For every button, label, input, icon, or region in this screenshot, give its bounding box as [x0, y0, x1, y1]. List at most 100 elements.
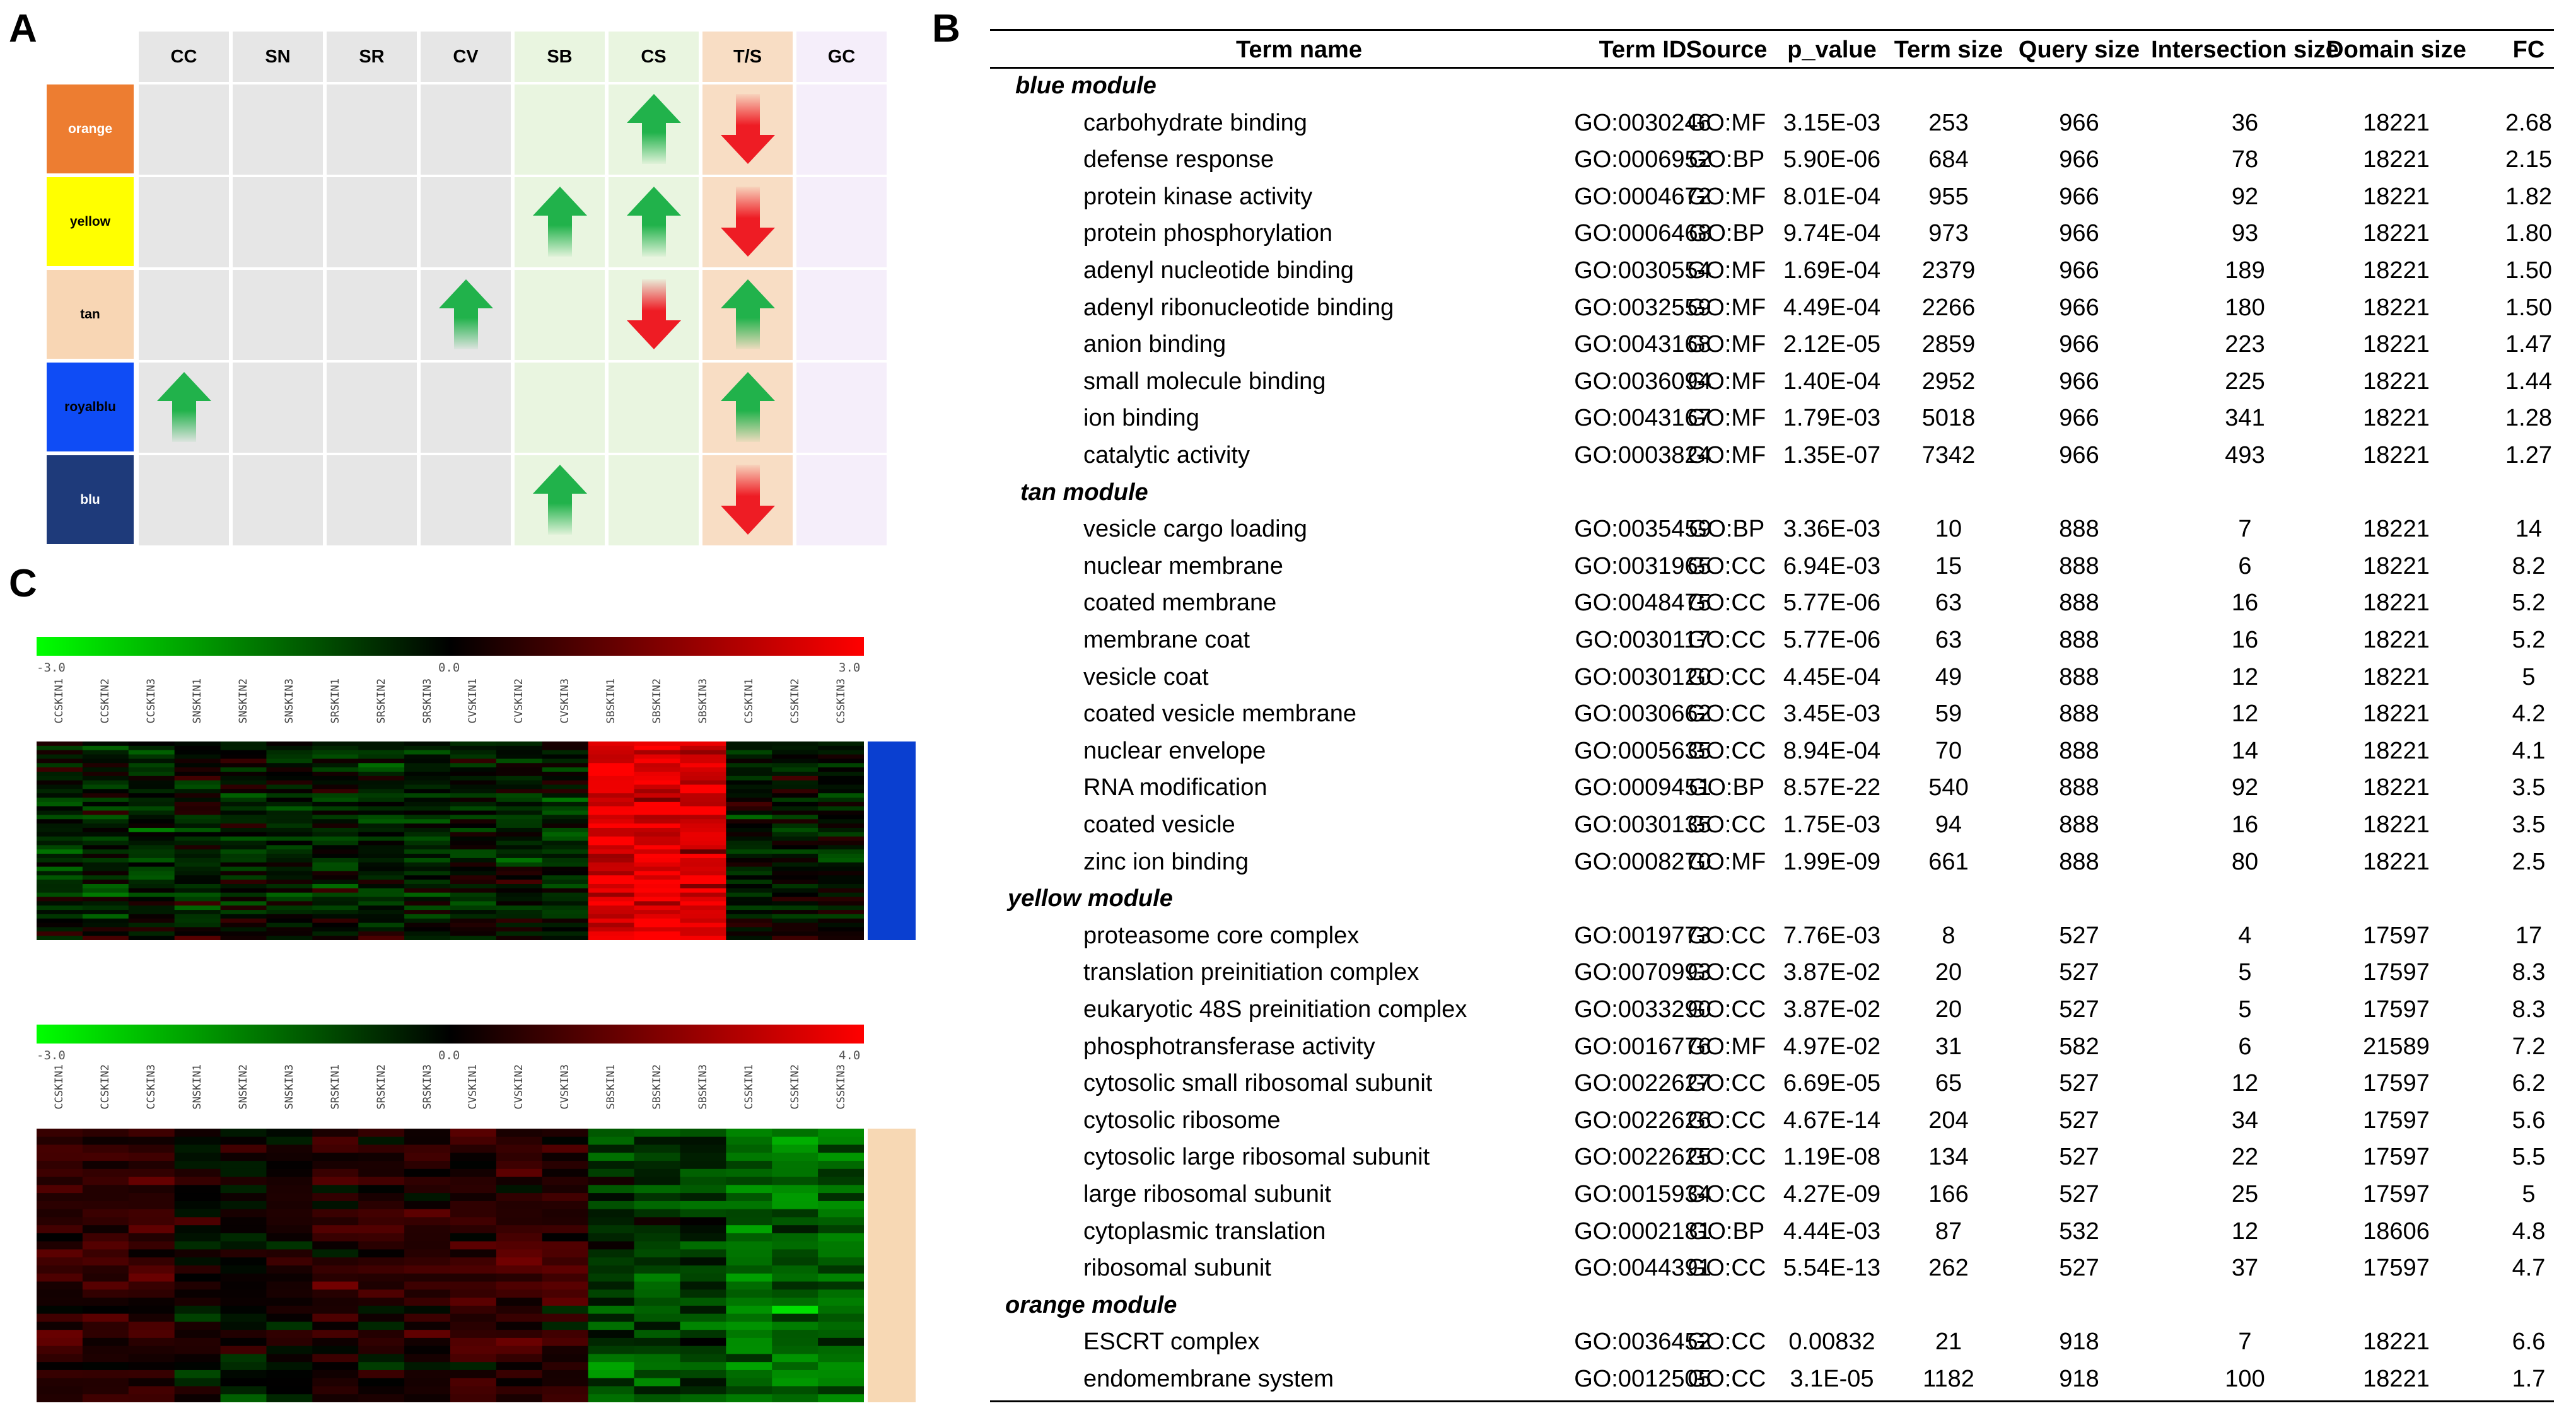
heatmap-cell: [726, 801, 772, 807]
heatmap-cell: [818, 1257, 865, 1266]
heatmap-cell: [82, 888, 129, 893]
heatmap-cell: [174, 815, 221, 820]
heatmap-cell: [404, 1144, 451, 1153]
heatmap-cell: [358, 1386, 405, 1395]
heatmap-cell: [128, 1249, 175, 1258]
heatmap-cell: [37, 888, 83, 893]
heatmap-cell: [358, 1330, 405, 1339]
heatmap-cell: [496, 910, 543, 915]
heatmap-cell: [496, 1177, 543, 1185]
heatmap-cell: [37, 754, 83, 759]
table-cell: 14: [2515, 516, 2543, 543]
heatmap-cell: [818, 883, 865, 889]
table-cell: GO:0016776: [1574, 1033, 1711, 1060]
sample-label: SRSKIN3: [421, 678, 434, 724]
heatmap-cell: [312, 931, 359, 936]
table-cell: 1182: [1923, 1366, 1974, 1392]
table-cell: 253: [1928, 109, 1969, 136]
heatmap-cell: [220, 1193, 267, 1202]
heatmap-cell: [404, 754, 451, 759]
table-cell: GO:0035459: [1574, 516, 1711, 543]
heatmap-cell: [404, 922, 451, 928]
heatmap-cell: [37, 798, 83, 803]
heatmap-cell: [818, 1225, 865, 1234]
heatmap-cell: [772, 866, 819, 872]
heatmap-cell: [37, 771, 83, 777]
heatmap-cell: [772, 1136, 819, 1146]
heatmap-cell: [726, 819, 772, 824]
heatmap-cell: [818, 1265, 865, 1274]
heatmap-cell: [174, 1281, 221, 1290]
sample-label: CSSKIN1: [742, 678, 755, 724]
heatmap-cell: [358, 1217, 405, 1226]
table-cell: 166: [1928, 1181, 1969, 1207]
heatmap-cell: [312, 1322, 359, 1330]
heatmap-cell: [404, 1136, 451, 1146]
heatmap-cell: [220, 1289, 267, 1298]
heatmap-cell: [818, 827, 865, 833]
heatmap-cell: [588, 1201, 635, 1210]
heatmap-cell: [726, 1249, 772, 1258]
table-cell: 888: [2059, 516, 2099, 543]
heatmap-cell: [358, 840, 405, 846]
heatmap-cell: [450, 1305, 497, 1315]
heatmap-cell: [312, 1362, 359, 1371]
heatmap-cell: [358, 1289, 405, 1298]
heatmap-cell: [634, 1394, 681, 1402]
heatmap-cell: [266, 927, 313, 932]
heatmap-cell: [542, 845, 589, 850]
heatmap-cell: [680, 754, 726, 759]
heatmap-cell: [128, 1354, 175, 1363]
heatmap-cell: [358, 1168, 405, 1178]
heatmap-cell: [772, 1330, 819, 1339]
heatmap-cell: [726, 745, 772, 751]
go-term-name: ion binding: [1083, 405, 1199, 432]
heatmap-cell: [358, 1201, 405, 1210]
table-cell: 2.12E-05: [1783, 331, 1881, 358]
heatmap-cell: [726, 1322, 772, 1330]
heatmap-cell: [818, 871, 865, 876]
heatmap-cell: [266, 880, 313, 885]
column-header: Domain size: [2326, 37, 2466, 63]
heatmap-cell: [404, 871, 451, 876]
heatmap-cell: [82, 1233, 129, 1242]
heatmap-cell: [312, 815, 359, 820]
heatmap-cell: [174, 862, 221, 868]
heatmap-cell: [358, 1161, 405, 1170]
heatmap-cell: [496, 1298, 543, 1306]
heatmap-cell: [82, 1241, 129, 1250]
heatmap-cell: [220, 1305, 267, 1315]
heatmap-cell: [358, 922, 405, 928]
table-cell: GO:0036452: [1574, 1329, 1711, 1356]
heatmap-cell: [634, 1136, 681, 1146]
heatmap-cell: [37, 1153, 83, 1161]
table-cell: 5.2: [2512, 590, 2546, 617]
heatmap-cell: [496, 759, 543, 764]
heatmap-cell: [128, 849, 175, 854]
heatmap-cell: [220, 1201, 267, 1210]
heatmap-cell: [37, 1241, 83, 1250]
heatmap-cell: [128, 798, 175, 803]
table-cell: 18221: [2363, 774, 2430, 801]
heatmap-cell: [726, 1386, 772, 1395]
heatmap-cell: [588, 1354, 635, 1363]
row-separator: [139, 360, 890, 363]
heatmap-cell: [818, 776, 865, 781]
go-term-name: zinc ion binding: [1083, 848, 1249, 875]
heatmap-cell: [82, 1354, 129, 1363]
heatmap-cell: [266, 883, 313, 889]
heatmap-cell: [634, 858, 681, 863]
heatmap-cell: [588, 810, 635, 816]
sample-label: SNSKIN2: [237, 678, 250, 724]
heatmap-cell: [358, 871, 405, 876]
heatmap-cell: [818, 1201, 865, 1210]
heatmap-cell: [220, 1346, 267, 1355]
table-cell: GO:MF: [1687, 442, 1766, 468]
heatmap-cell: [542, 1394, 589, 1402]
heatmap-cell: [588, 836, 635, 842]
heatmap-cell: [128, 875, 175, 880]
heatmap-cell: [450, 1185, 497, 1194]
heatmap-cell: [312, 1386, 359, 1395]
heatmap-cell: [726, 780, 772, 786]
heatmap-cell: [37, 883, 83, 889]
